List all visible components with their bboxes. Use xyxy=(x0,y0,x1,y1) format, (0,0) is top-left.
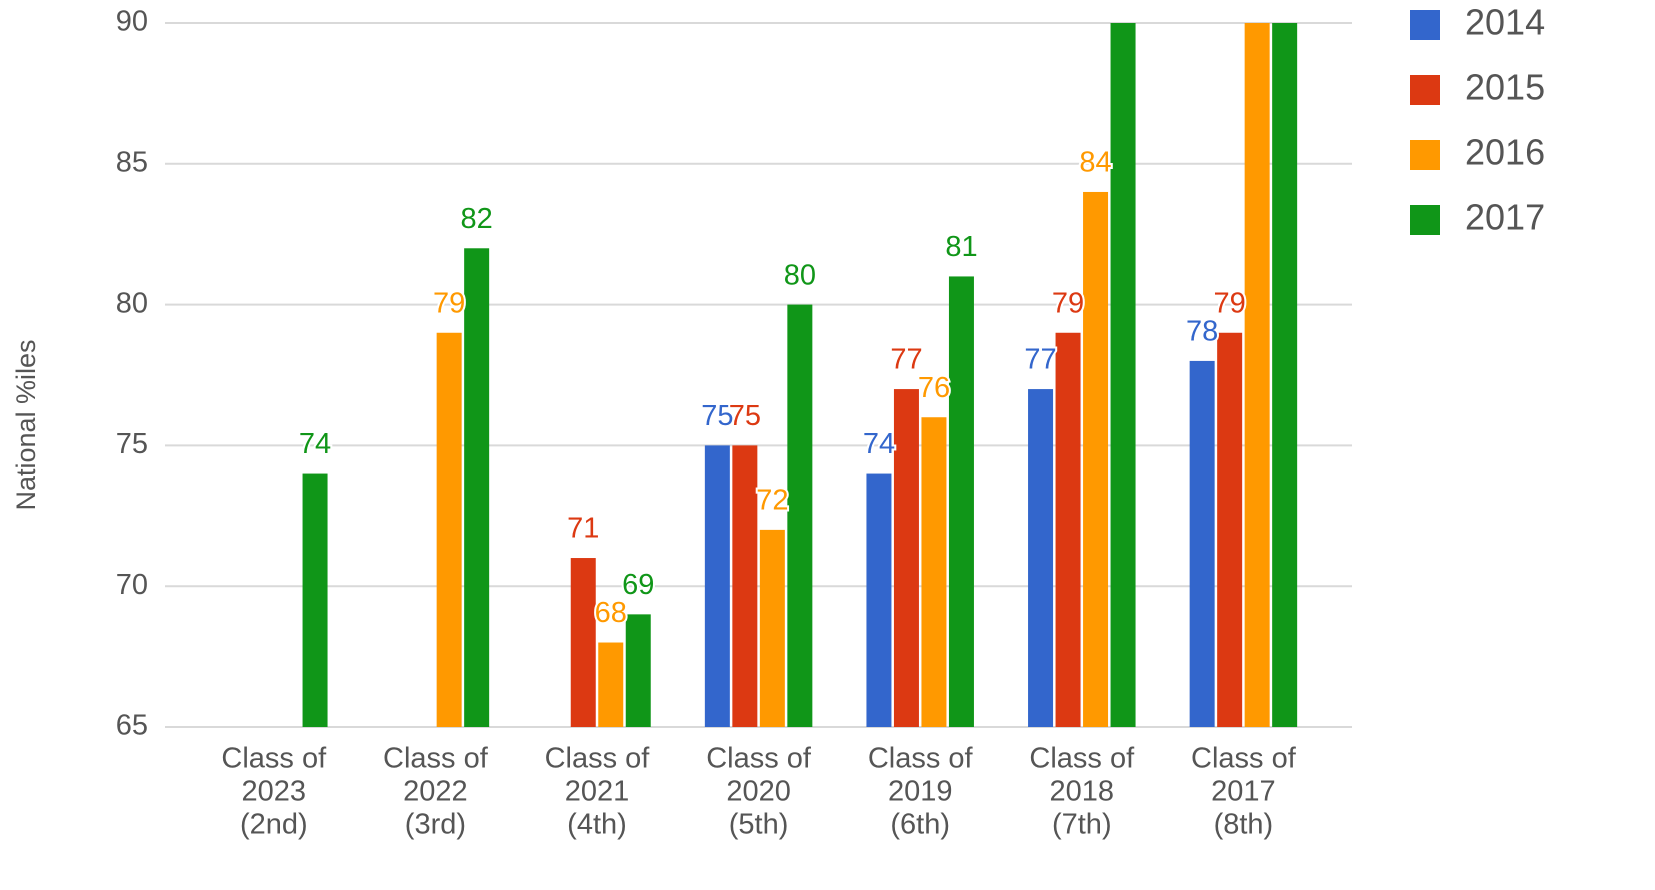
value-label: 77 xyxy=(890,344,922,376)
x-tick-label: Class of xyxy=(868,743,974,775)
x-tick-label: (5th) xyxy=(729,809,789,841)
y-tick-label: 65 xyxy=(116,710,148,742)
x-tick-label: (7th) xyxy=(1052,809,1112,841)
bar xyxy=(1244,23,1270,727)
value-label: 79 xyxy=(433,287,465,319)
value-label: 77 xyxy=(1024,344,1056,376)
value-label: 81 xyxy=(945,231,977,263)
value-label: 68 xyxy=(595,597,627,629)
bar xyxy=(732,445,758,727)
bar xyxy=(436,332,462,727)
value-label: 79 xyxy=(1052,287,1084,319)
value-label: 79 xyxy=(1214,287,1246,319)
value-label: 75 xyxy=(701,400,733,432)
legend-swatch xyxy=(1410,10,1440,40)
value-label: 74 xyxy=(299,428,331,460)
value-label: 84 xyxy=(1079,147,1111,179)
bar xyxy=(893,389,919,727)
legend-swatch xyxy=(1410,140,1440,170)
bar xyxy=(759,529,785,727)
bar xyxy=(1083,191,1109,727)
y-tick-label: 85 xyxy=(116,146,148,178)
bar xyxy=(1055,332,1081,727)
value-label: 76 xyxy=(918,372,950,404)
value-label: 72 xyxy=(756,485,788,517)
bar xyxy=(866,473,892,727)
legend-swatch xyxy=(1410,75,1440,105)
bar xyxy=(598,642,624,727)
bar xyxy=(704,445,730,727)
y-tick-label: 70 xyxy=(116,569,148,601)
bar xyxy=(921,417,947,727)
legend-label: 2017 xyxy=(1465,197,1545,238)
x-tick-label: 2023 xyxy=(242,776,307,808)
value-label: 78 xyxy=(1186,316,1218,348)
grid xyxy=(165,22,1352,728)
x-tick-label: (4th) xyxy=(567,809,627,841)
bar xyxy=(1217,332,1243,727)
bars xyxy=(302,23,1298,727)
x-tick-label: (2nd) xyxy=(240,809,308,841)
bar xyxy=(1028,389,1054,727)
x-tick-label: 2018 xyxy=(1050,776,1115,808)
bar xyxy=(625,614,651,727)
x-tick-label: Class of xyxy=(1191,743,1297,775)
x-tick-label: 2021 xyxy=(565,776,630,808)
value-label: 71 xyxy=(567,513,599,545)
bar xyxy=(787,304,813,727)
x-tick-label: Class of xyxy=(545,743,651,775)
x-tick-label: 2017 xyxy=(1211,776,1276,808)
x-tick-label: Class of xyxy=(1029,743,1135,775)
y-tick-label: 75 xyxy=(116,428,148,460)
legend-label: 2015 xyxy=(1465,67,1545,108)
x-tick-label: 2022 xyxy=(403,776,468,808)
bar xyxy=(302,473,328,727)
y-tick-label: 90 xyxy=(116,6,148,38)
x-tick-label: Class of xyxy=(383,743,489,775)
x-tick-label: Class of xyxy=(221,743,327,775)
x-tick-label: (6th) xyxy=(890,809,950,841)
bar xyxy=(1189,360,1215,727)
y-tick-label: 80 xyxy=(116,287,148,319)
legend-label: 2014 xyxy=(1465,2,1545,43)
value-label: 75 xyxy=(729,400,761,432)
x-tick-label: 2020 xyxy=(726,776,791,808)
bar xyxy=(948,276,974,727)
y-axis-title: National %iles xyxy=(11,339,41,510)
value-label: 80 xyxy=(784,259,816,291)
x-tick-label: (3rd) xyxy=(405,809,466,841)
bar xyxy=(1272,23,1298,727)
bar xyxy=(570,558,596,727)
x-tick-label: Class of xyxy=(706,743,812,775)
x-tick-label: 2019 xyxy=(888,776,953,808)
legend-label: 2016 xyxy=(1465,132,1545,173)
value-label: 69 xyxy=(622,569,654,601)
bar xyxy=(1110,23,1136,727)
value-label: 74 xyxy=(863,428,895,460)
legend-swatch xyxy=(1410,205,1440,235)
bar xyxy=(464,248,490,727)
x-tick-label: (8th) xyxy=(1214,809,1274,841)
value-label: 82 xyxy=(461,203,493,235)
